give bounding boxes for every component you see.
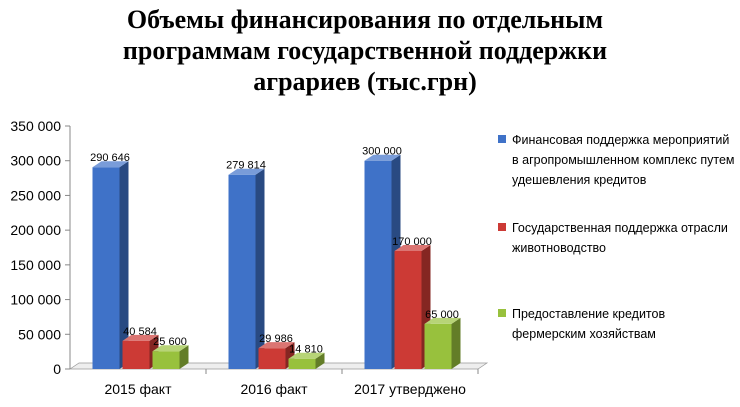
bar-side xyxy=(119,161,129,369)
bar-top xyxy=(228,168,265,175)
bar-top xyxy=(258,342,295,349)
legend-label-series-3: Предоставление кредитов фермерским хозяй… xyxy=(512,307,666,341)
data-label: 29 986 xyxy=(259,333,293,345)
y-tick-label: 300 000 xyxy=(10,153,61,169)
legend-swatch-series-2 xyxy=(498,223,506,231)
data-label: 25 600 xyxy=(153,336,187,348)
bar xyxy=(288,358,316,369)
bar-top xyxy=(364,154,401,161)
bar xyxy=(258,348,286,369)
bar xyxy=(92,167,120,369)
data-label: 300 000 xyxy=(362,146,402,158)
data-label: 14 810 xyxy=(289,344,323,356)
bar xyxy=(122,340,150,369)
x-tick-label: 2017 утверджено xyxy=(354,381,466,397)
y-tick-label: 100 000 xyxy=(10,292,61,308)
bar xyxy=(424,323,452,369)
bar-side xyxy=(315,352,325,369)
data-label: 279 814 xyxy=(226,160,266,172)
bar xyxy=(152,351,180,369)
chart-title-line-3: аграриев (тыс.грн) xyxy=(253,67,477,96)
y-tick-label: 0 xyxy=(53,361,61,377)
y-tick-label: 150 000 xyxy=(10,257,61,273)
bar-side xyxy=(179,345,189,369)
y-tick-label: 350 000 xyxy=(10,118,61,134)
data-label: 40 584 xyxy=(123,326,157,338)
y-tick-label: 250 000 xyxy=(10,187,61,203)
bar-top xyxy=(122,334,159,341)
bar xyxy=(394,250,422,369)
chart-title-line-1: Объемы финансирования по отдельным xyxy=(126,5,604,34)
data-label: 170 000 xyxy=(392,236,432,248)
bar-side xyxy=(255,168,265,369)
data-label: 65 000 xyxy=(425,309,459,321)
y-tick-label: 200 000 xyxy=(10,222,61,238)
legend-swatch-series-3 xyxy=(498,309,506,317)
bar-top xyxy=(394,244,431,251)
y-tick-label: 50 000 xyxy=(18,326,61,342)
bar-top xyxy=(152,345,189,352)
x-tick-label: 2016 факт xyxy=(240,381,308,397)
legend-swatch-series-1 xyxy=(498,135,506,143)
bar-top xyxy=(92,161,129,168)
legend-label-series-1: Финансовая поддержка мероприятий в агроп… xyxy=(512,133,735,187)
chart-title: Объемы финансирования по отдельным прогр… xyxy=(40,4,690,97)
bar-top xyxy=(424,317,461,324)
bar xyxy=(364,160,392,369)
bar-top xyxy=(288,352,325,359)
x-tick-label: 2015 факт xyxy=(104,381,172,397)
legend-label-series-2: Государственная поддержка отрасли животн… xyxy=(512,221,728,255)
bar-side xyxy=(451,317,461,369)
chart-title-line-2: программам государственной поддержки xyxy=(122,36,608,65)
bar xyxy=(228,174,256,369)
data-label: 290 646 xyxy=(90,152,130,164)
